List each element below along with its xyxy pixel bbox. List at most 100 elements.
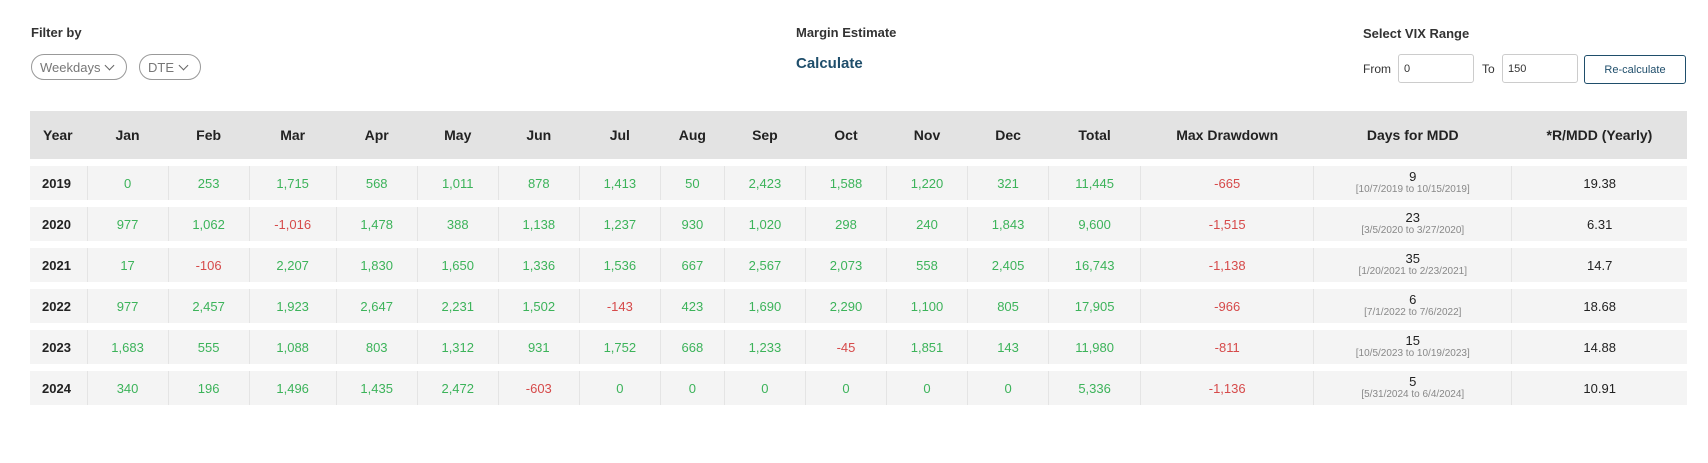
month-cell: 1,690: [723, 285, 806, 330]
month-cell: 1,088: [248, 326, 337, 371]
month-cell: 17: [86, 244, 169, 289]
mdd-days: 35: [1405, 251, 1420, 266]
max-drawdown-cell: -966: [1140, 285, 1314, 330]
col-header[interactable]: Year: [30, 111, 88, 163]
margin-estimate-label: Margin Estimate: [796, 25, 897, 40]
mdd-date-range: [1/20/2021 to 2/23/2021]: [1358, 266, 1467, 277]
mdd-date-range: [3/5/2020 to 3/27/2020]: [1361, 225, 1465, 236]
chevron-down-icon: [105, 60, 115, 71]
col-header[interactable]: Jul: [579, 111, 661, 163]
table-row: 2020 977 1,062 -1,016 1,478 388 1,138 1,237 930 1…: [30, 203, 1687, 248]
month-cell: 423: [659, 285, 725, 330]
month-cell: 143: [967, 326, 1049, 371]
weekdays-dropdown[interactable]: Weekdays: [31, 54, 127, 80]
year-cell: 2021: [30, 244, 88, 289]
col-header[interactable]: Oct: [805, 111, 887, 163]
col-header[interactable]: Total: [1048, 111, 1141, 163]
vix-to-input[interactable]: [1502, 54, 1578, 83]
days-for-mdd-cell: 15 [10/5/2023 to 10/19/2023]: [1313, 326, 1512, 371]
mdd-date-range: [10/7/2019 to 10/15/2019]: [1355, 184, 1470, 195]
month-cell: 1,851: [885, 326, 968, 371]
col-header[interactable]: Nov: [886, 111, 968, 163]
col-header[interactable]: Feb: [168, 111, 250, 163]
month-cell: 977: [86, 285, 169, 330]
col-header[interactable]: Dec: [967, 111, 1049, 163]
month-cell: 253: [167, 159, 250, 207]
month-cell: 931: [497, 326, 580, 371]
year-cell: 2024: [30, 367, 88, 412]
month-cell: 240: [885, 203, 968, 248]
col-header[interactable]: *R/MDD (Yearly): [1511, 111, 1687, 163]
month-cell: 0: [578, 367, 661, 412]
month-cell: 388: [416, 203, 499, 248]
month-cell: 1,650: [416, 244, 499, 289]
total-cell: 5,336: [1048, 367, 1141, 412]
max-drawdown-cell: -811: [1140, 326, 1314, 371]
max-drawdown-cell: -1,515: [1140, 203, 1314, 248]
r-mdd-cell: 18.68: [1511, 285, 1687, 330]
max-drawdown-cell: -1,136: [1140, 367, 1314, 412]
month-cell: 0: [885, 367, 968, 412]
month-cell: 1,312: [416, 326, 499, 371]
month-cell: 2,647: [335, 285, 418, 330]
month-cell: 0: [804, 367, 887, 412]
days-for-mdd-cell: 9 [10/7/2019 to 10/15/2019]: [1313, 159, 1512, 207]
vix-to-label: To: [1482, 62, 1495, 76]
chevron-down-icon: [178, 60, 189, 71]
max-drawdown-cell: -1,138: [1140, 244, 1314, 289]
total-cell: 9,600: [1048, 203, 1141, 248]
table-row: 2019 0 253 1,715 568 1,011 878 1,413 50 2,423 1,58…: [30, 159, 1687, 207]
filter-label: Filter by: [31, 25, 82, 40]
month-cell: 0: [659, 367, 725, 412]
month-cell: 0: [723, 367, 806, 412]
r-mdd-cell: 10.91: [1511, 367, 1687, 412]
month-cell: 1,843: [967, 203, 1049, 248]
col-header[interactable]: Aug: [660, 111, 725, 163]
month-cell: 878: [497, 159, 580, 207]
mdd-days: 6: [1409, 292, 1417, 307]
col-header[interactable]: Apr: [336, 111, 418, 163]
month-cell: 1,478: [335, 203, 418, 248]
month-cell: 1,435: [335, 367, 418, 412]
r-mdd-cell: 14.88: [1511, 326, 1687, 371]
col-header[interactable]: Mar: [249, 111, 337, 163]
month-cell: 558: [885, 244, 968, 289]
month-cell: -143: [578, 285, 661, 330]
month-cell: 1,923: [248, 285, 337, 330]
month-cell: 2,073: [804, 244, 887, 289]
days-for-mdd-cell: 35 [1/20/2021 to 2/23/2021]: [1313, 244, 1512, 289]
col-header[interactable]: Sep: [724, 111, 806, 163]
col-header[interactable]: May: [417, 111, 499, 163]
month-cell: 2,290: [804, 285, 887, 330]
month-cell: 977: [86, 203, 169, 248]
vix-from-input[interactable]: [1398, 54, 1474, 83]
recalculate-button[interactable]: Re-calculate: [1584, 55, 1686, 84]
month-cell: -45: [804, 326, 887, 371]
mdd-date-range: [5/31/2024 to 6/4/2024]: [1361, 389, 1465, 400]
month-cell: 1,502: [497, 285, 580, 330]
total-cell: 11,445: [1048, 159, 1141, 207]
month-cell: -603: [497, 367, 580, 412]
dte-dropdown-label: DTE: [148, 60, 174, 75]
month-cell: 2,423: [723, 159, 806, 207]
table-header-row: Year Jan Feb Mar Apr May Jun Jul Aug Sep…: [30, 111, 1687, 163]
month-cell: 2,207: [248, 244, 337, 289]
col-header[interactable]: Jan: [87, 111, 169, 163]
dte-dropdown[interactable]: DTE: [139, 54, 201, 80]
col-header[interactable]: Days for MDD: [1313, 111, 1512, 163]
year-cell: 2022: [30, 285, 88, 330]
table-row: 2021 17 -106 2,207 1,830 1,650 1,336 1,536 667 2,…: [30, 244, 1687, 289]
month-cell: 1,062: [167, 203, 250, 248]
month-cell: 1,588: [804, 159, 887, 207]
calculate-link[interactable]: Calculate: [796, 55, 863, 72]
month-cell: 1,752: [578, 326, 661, 371]
month-cell: 298: [804, 203, 887, 248]
month-cell: 50: [659, 159, 725, 207]
total-cell: 11,980: [1048, 326, 1141, 371]
max-drawdown-cell: -665: [1140, 159, 1314, 207]
month-cell: 0: [86, 159, 169, 207]
col-header[interactable]: Max Drawdown: [1140, 111, 1314, 163]
days-for-mdd-cell: 23 [3/5/2020 to 3/27/2020]: [1313, 203, 1512, 248]
col-header[interactable]: Jun: [498, 111, 580, 163]
mdd-days: 23: [1405, 210, 1420, 225]
